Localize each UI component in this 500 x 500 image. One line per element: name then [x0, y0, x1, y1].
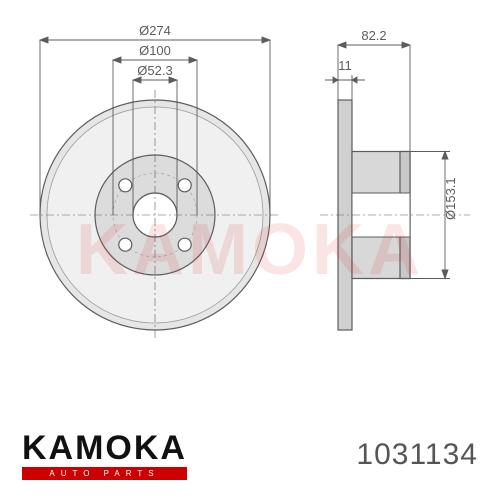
brand-logo: KAMOKA AUTO PARTS — [22, 431, 187, 480]
svg-text:Ø52.3: Ø52.3 — [137, 63, 172, 78]
svg-text:Ø100: Ø100 — [139, 43, 171, 58]
brand-name: KAMOKA — [22, 431, 187, 465]
technical-drawing: Ø274 Ø100 Ø52.3 11 82.2 — [0, 0, 500, 410]
svg-text:Ø153.1: Ø153.1 — [443, 177, 458, 220]
part-number: 1031134 — [356, 438, 478, 472]
svg-text:Ø274: Ø274 — [139, 23, 171, 38]
svg-text:82.2: 82.2 — [361, 28, 386, 43]
brand-subtitle: AUTO PARTS — [22, 467, 187, 480]
dim-thickness: 11 — [325, 58, 365, 100]
svg-text:11: 11 — [338, 58, 352, 73]
bottom-bar: KAMOKA AUTO PARTS 1031134 — [0, 410, 500, 500]
front-view — [30, 90, 280, 340]
